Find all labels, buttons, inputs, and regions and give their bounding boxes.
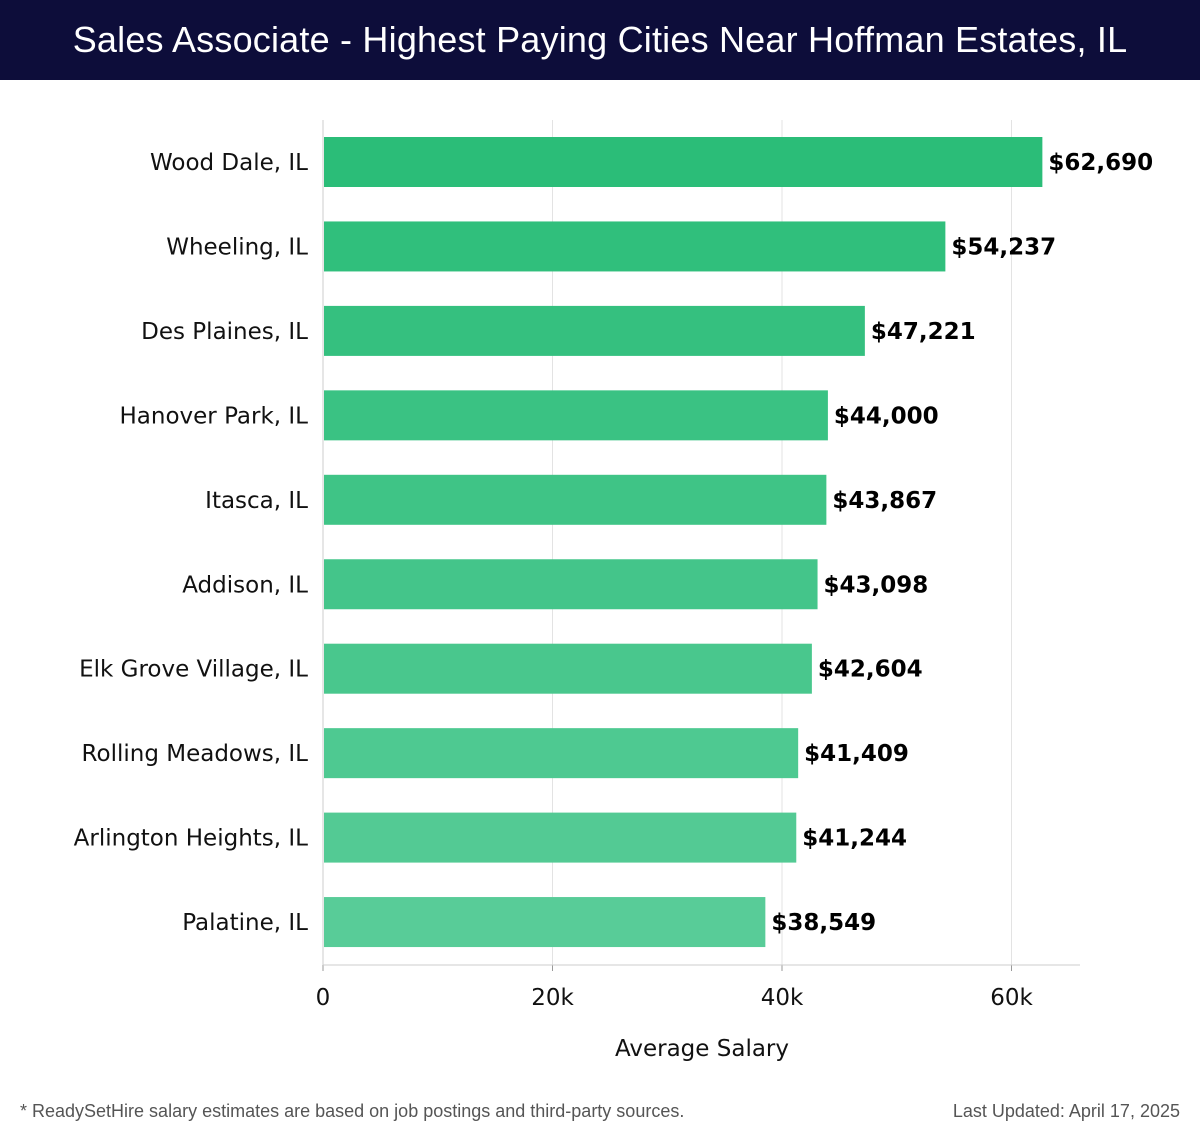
value-label: $41,409 (804, 741, 909, 767)
value-label: $62,690 (1048, 150, 1153, 176)
value-label: $43,867 (832, 488, 937, 514)
bar (324, 897, 766, 948)
axes: 0 20k 40k 60k Wood Dale, IL Wheeling, IL Des P… (74, 120, 1080, 1011)
category-label: Hanover Park, IL (120, 403, 309, 429)
x-tick-label: 20k (531, 985, 574, 1011)
value-label: $41,244 (802, 826, 907, 852)
bar (324, 137, 1043, 187)
category-label: Addison, IL (182, 572, 308, 598)
bar (324, 728, 799, 779)
category-label: Wood Dale, IL (150, 150, 308, 176)
value-label: $54,237 (951, 234, 1056, 260)
bar (324, 559, 818, 610)
category-label: Itasca, IL (205, 488, 308, 514)
category-label: Rolling Meadows, IL (82, 741, 309, 767)
page-title: Sales Associate - Highest Paying Cities … (72, 19, 1128, 60)
category-label: Arlington Heights, IL (74, 826, 309, 852)
bar (324, 643, 812, 694)
x-tick-label: 60k (990, 985, 1033, 1011)
bar (324, 221, 946, 272)
salary-bar-chart: $62,690 $54,237 $47,221 $44,000 $43,867 $43,0… (74, 120, 1153, 1062)
x-axis-title: Average Salary (615, 1036, 789, 1062)
category-label: Des Plaines, IL (141, 319, 308, 345)
footer-note: * ReadySetHire salary estimates are base… (20, 1101, 685, 1121)
bar (324, 390, 828, 441)
value-label: $44,000 (834, 403, 939, 429)
bar (324, 812, 797, 863)
value-label: $42,604 (818, 657, 923, 683)
category-label: Palatine, IL (182, 910, 308, 936)
value-label: $47,221 (871, 319, 976, 345)
category-label: Elk Grove Village, IL (79, 657, 308, 683)
category-label: Wheeling, IL (166, 234, 308, 260)
bars: $62,690 $54,237 $47,221 $44,000 $43,867 $43,0… (324, 137, 1153, 948)
x-tick-label: 40k (761, 985, 804, 1011)
header-bar: Sales Associate - Highest Paying Cities … (0, 0, 1200, 80)
value-label: $38,549 (771, 910, 876, 936)
value-label: $43,098 (824, 572, 929, 598)
bar (324, 305, 865, 356)
last-updated: Last Updated: April 17, 2025 (952, 1101, 1180, 1121)
bar (324, 474, 827, 525)
x-tick-label: 0 (316, 985, 331, 1011)
